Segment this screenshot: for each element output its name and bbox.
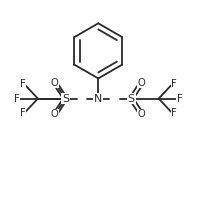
Text: F: F <box>171 108 177 119</box>
Text: O: O <box>51 78 59 88</box>
Text: F: F <box>20 108 25 119</box>
Text: F: F <box>14 93 20 104</box>
Text: O: O <box>138 78 146 88</box>
Text: F: F <box>171 79 177 89</box>
Text: O: O <box>51 109 59 120</box>
Text: F: F <box>177 93 183 104</box>
Text: O: O <box>138 109 146 120</box>
Text: F: F <box>20 79 25 89</box>
Text: S: S <box>62 93 69 104</box>
Text: S: S <box>128 93 135 104</box>
Text: N: N <box>94 93 102 104</box>
